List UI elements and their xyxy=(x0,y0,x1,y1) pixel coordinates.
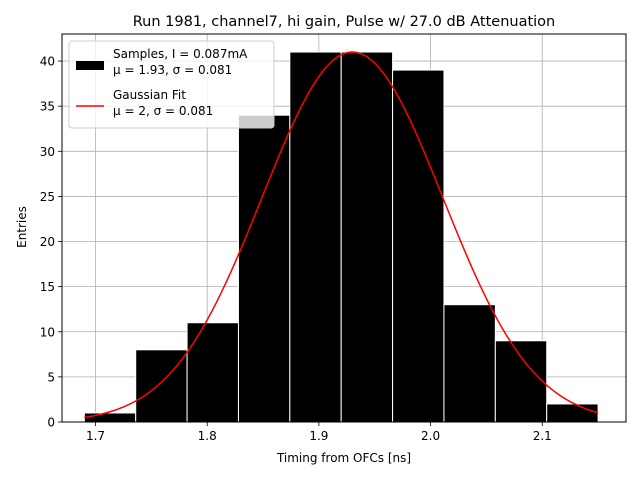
y-tick-label: 5 xyxy=(47,370,55,384)
legend-label: μ = 1.93, σ = 0.081 xyxy=(113,63,232,77)
y-tick-label: 10 xyxy=(40,325,55,339)
axis-ticks: 1.7 1.8 1.9 2.0 2.1 0 5 10 15 20 25 30 35 40 xyxy=(40,55,552,443)
x-tick-label: 2.0 xyxy=(421,429,440,443)
gaussian-fit xyxy=(84,51,599,419)
x-axis-label: Timing from OFCs [ns] xyxy=(276,451,411,465)
histogram-bar xyxy=(392,69,445,423)
y-axis-label: Entries xyxy=(15,206,29,248)
x-tick-label: 1.8 xyxy=(198,429,217,443)
x-tick-label: 2.1 xyxy=(533,429,552,443)
legend-swatch-samples xyxy=(76,61,104,70)
legend: Samples, I = 0.087mA μ = 1.93, σ = 0.081 G… xyxy=(68,40,275,129)
plot-frame xyxy=(61,33,627,423)
y-tick-label: 35 xyxy=(40,100,55,114)
histogram-bar xyxy=(83,412,137,423)
histogram-bar xyxy=(186,322,239,423)
legend-label: μ = 2, σ = 0.081 xyxy=(113,104,213,118)
y-tick-label: 25 xyxy=(40,190,55,204)
x-tick-label: 1.9 xyxy=(309,429,328,443)
histogram-bar xyxy=(135,349,188,423)
y-tick-label: 15 xyxy=(40,280,55,294)
y-tick-label: 20 xyxy=(40,235,55,249)
histogram-bar xyxy=(237,114,291,423)
y-tick-label: 40 xyxy=(40,55,55,69)
chart-title: Run 1981, channel7, hi gain, Pulse w/ 27… xyxy=(133,14,556,30)
histogram-bar xyxy=(494,340,548,423)
legend-label: Samples, I = 0.087mA xyxy=(113,47,248,61)
histogram-bar xyxy=(546,403,599,423)
legend-label: Gaussian Fit xyxy=(113,88,186,102)
histogram-bar xyxy=(443,304,496,423)
y-tick-label: 0 xyxy=(47,416,55,430)
legend-box xyxy=(68,40,275,129)
x-tick-label: 1.7 xyxy=(86,429,105,443)
gaussian-fit-curve xyxy=(84,51,599,419)
y-tick-label: 30 xyxy=(40,145,55,159)
histogram-bar xyxy=(340,51,394,423)
histogram-bar xyxy=(289,51,342,423)
